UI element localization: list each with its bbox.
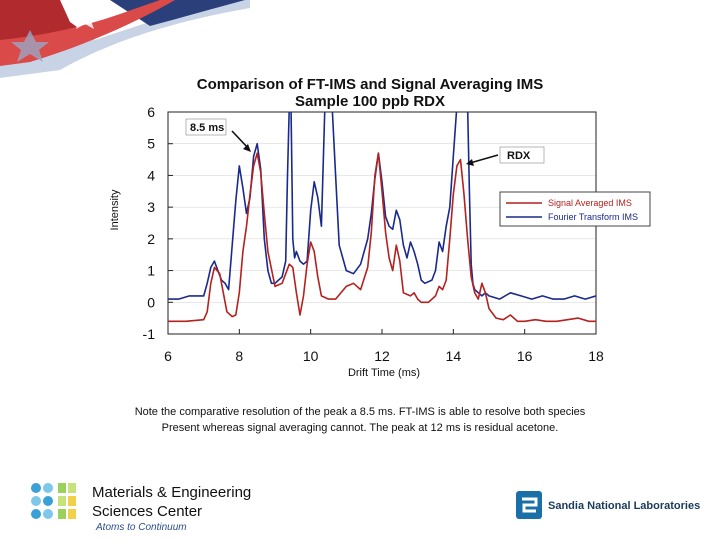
series-layer [168, 112, 596, 323]
x-tick-label: 8 [235, 348, 243, 364]
caption-line-2: Present whereas signal averaging cannot.… [161, 422, 559, 434]
annotation-rdx: RDX [466, 146, 545, 166]
x-tick-label: 14 [446, 348, 462, 364]
x-tick-label: 16 [517, 348, 533, 364]
org-name-line-1: Materials & Engineering [92, 484, 252, 501]
annotation-8-5-ms-label: 8.5 ms [190, 122, 224, 134]
legend-label-fourier-transform: Fourier Transform IMS [548, 212, 638, 222]
flag-banner-graphic [0, 0, 250, 78]
annotation-arrow [469, 154, 499, 164]
series-line-signal-averaged [168, 152, 596, 323]
y-tick-label: 6 [147, 104, 155, 120]
lab-name: Sandia National Laboratories [548, 500, 701, 512]
annotation-rdx-label: RDX [507, 150, 531, 162]
series-line-fourier-transform [168, 112, 596, 300]
org-tagline: Atoms to Continuum [96, 522, 187, 533]
caption-line-1: Note the comparative resolution of the p… [134, 406, 586, 418]
legend-label-signal-averaged: Signal Averaged IMS [548, 198, 632, 208]
legend: Signal Averaged IMS Fourier Transform IM… [499, 191, 651, 227]
y-tick-label: 1 [147, 263, 155, 279]
y-axis-label: Intensity [109, 189, 121, 230]
chart-subtitle: Sample 100 ppb RDX [294, 93, 446, 110]
y-tick-label: 0 [147, 294, 155, 310]
annotation-8-5-ms: 8.5 ms [185, 118, 251, 152]
org-name-line-2: Sciences Center [92, 503, 203, 520]
x-tick-label: 12 [374, 348, 390, 364]
y-tick-label: 5 [147, 136, 155, 152]
chart-title: Comparison of FT-IMS and Signal Averagin… [196, 76, 544, 93]
y-tick-label: -1 [143, 326, 156, 342]
x-axis-label: Drift Time (ms) [348, 367, 420, 379]
x-tick-label: 6 [164, 348, 172, 364]
x-tick-label: 18 [588, 348, 604, 364]
y-tick-label: 3 [147, 199, 155, 215]
x-tick-label: 10 [303, 348, 319, 364]
mesc-logo-icon [31, 483, 76, 519]
y-tick-label: 2 [147, 231, 155, 247]
y-tick-label: 4 [147, 167, 155, 183]
sandia-logo-icon [516, 491, 542, 519]
